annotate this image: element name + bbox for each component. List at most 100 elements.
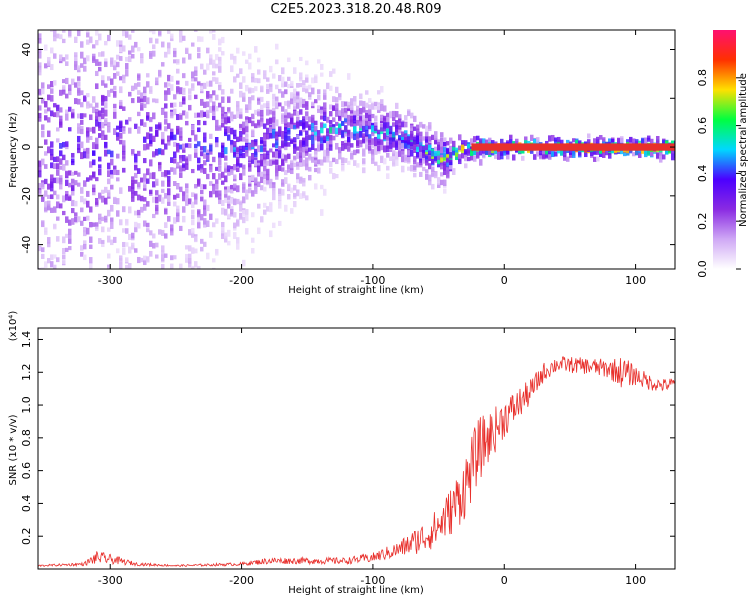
spectrogram-cell bbox=[38, 170, 42, 178]
spectrogram-cell bbox=[101, 239, 105, 244]
spectrogram-cell bbox=[77, 87, 81, 94]
spectrogram-cell bbox=[347, 141, 351, 146]
spectrogram-cell bbox=[320, 143, 324, 151]
spectrogram-cell bbox=[251, 142, 255, 148]
spectrogram-cell bbox=[68, 84, 72, 91]
spectrogram-cell bbox=[188, 143, 192, 149]
spectrogram-cell bbox=[413, 115, 417, 122]
spectrogram-cell bbox=[320, 72, 324, 77]
spectrogram-cell bbox=[425, 159, 429, 166]
spectrogram-cell bbox=[278, 188, 282, 195]
spectrogram-cell bbox=[287, 76, 291, 82]
spectrogram-cell bbox=[371, 125, 375, 133]
spectrogram-cell bbox=[137, 317, 141, 324]
spectrogram-cell bbox=[311, 114, 315, 120]
spectrogram-cell bbox=[263, 166, 267, 172]
spectrogram-cell bbox=[80, 152, 84, 160]
spectrogram-cell bbox=[428, 156, 432, 162]
spectrogram-cell bbox=[59, 54, 63, 62]
spectrogram-cell bbox=[107, 209, 111, 217]
spectrogram-cell bbox=[68, 196, 72, 201]
spectrogram-cell bbox=[305, 148, 309, 154]
spectrogram-cell bbox=[569, 152, 573, 158]
spectrogram-cell bbox=[227, 126, 231, 134]
spectrogram-cell bbox=[161, 62, 165, 67]
spectrogram-cell bbox=[641, 137, 645, 143]
spectrogram-cell bbox=[311, 117, 315, 124]
spectrogram-cell bbox=[167, 30, 171, 34]
spectrogram-cell bbox=[128, 127, 132, 134]
spectrogram-cell bbox=[173, 373, 177, 380]
spectrogram-cell bbox=[179, 136, 183, 141]
spectrogram-cell bbox=[104, 109, 108, 117]
spectrogram-cell bbox=[440, 161, 444, 166]
spectrogram-cell bbox=[557, 140, 561, 146]
spectrogram-cell bbox=[62, 89, 66, 95]
spectrogram-cell bbox=[125, 399, 129, 404]
spectrogram-cell bbox=[584, 151, 588, 158]
spectrogram-cell bbox=[278, 195, 282, 201]
spectrogram-cell bbox=[119, 99, 123, 106]
spectrogram-cell bbox=[227, 229, 231, 237]
spectrogram-cell bbox=[56, 177, 60, 184]
spectrogram-cell bbox=[107, 34, 111, 42]
spectrogram-cell bbox=[236, 237, 240, 244]
spectrogram-cell bbox=[386, 146, 390, 153]
spectrogram-cell bbox=[203, 82, 207, 89]
spectrogram-cell bbox=[143, 86, 147, 94]
spectrogram-cell bbox=[143, 103, 147, 108]
spectrogram-cell bbox=[77, 76, 81, 81]
spectrogram-cell bbox=[275, 133, 279, 141]
spectrogram-cell bbox=[218, 152, 222, 159]
spectrogram-cell bbox=[422, 153, 426, 158]
spectrogram-cell bbox=[281, 91, 285, 98]
spectrogram-cell bbox=[413, 126, 417, 131]
spectrogram-cell bbox=[185, 143, 189, 148]
spectrogram-cell bbox=[245, 107, 249, 113]
spectrogram-cell bbox=[269, 83, 273, 90]
spectrogram-cell bbox=[194, 112, 198, 118]
spectrogram-cell bbox=[341, 108, 345, 114]
spectrogram-cell bbox=[77, 127, 81, 134]
y-tick-label: 40 bbox=[20, 43, 33, 57]
spectrogram-cell bbox=[158, 148, 162, 155]
spectrogram-cell bbox=[47, 117, 51, 123]
spectrogram-cell bbox=[572, 151, 576, 158]
spectrogram-cell bbox=[155, 190, 159, 195]
spectrogram-cell bbox=[173, 158, 177, 164]
spectrogram-cell bbox=[308, 84, 312, 90]
spectrogram-cell bbox=[275, 173, 279, 180]
colorbar-tick-label: 0.8 bbox=[696, 69, 709, 87]
spectrogram-cell bbox=[95, 83, 99, 90]
spectrogram-cell bbox=[53, 156, 57, 163]
spectrogram-cell bbox=[296, 177, 300, 184]
spectrogram-cell bbox=[53, 254, 57, 259]
spectrogram-cell bbox=[443, 168, 447, 176]
spectrogram-cell bbox=[650, 152, 654, 157]
spectrogram-cell bbox=[233, 212, 237, 218]
spectrogram-cell bbox=[206, 91, 210, 98]
spectrogram-cell bbox=[245, 228, 249, 234]
spectrogram-cell bbox=[161, 229, 165, 236]
spectrogram-cell bbox=[287, 57, 291, 63]
spectrogram-cell bbox=[137, 128, 141, 134]
spectrogram-cell bbox=[332, 157, 336, 163]
spectrogram-cell bbox=[275, 59, 279, 65]
spectrogram-cell bbox=[104, 58, 108, 65]
spectrogram-cell bbox=[146, 81, 150, 88]
spectrogram-cell bbox=[299, 131, 303, 136]
spectrogram-cell bbox=[116, 177, 120, 182]
spectrogram-cell bbox=[41, 22, 45, 27]
spectrogram-cell bbox=[146, 222, 150, 228]
spectrogram-cell bbox=[179, 144, 183, 150]
spectrogram-cell bbox=[146, 228, 150, 233]
spectrogram-cell bbox=[71, 199, 75, 207]
spectrogram-cell bbox=[200, 82, 204, 88]
spectrogram-cell bbox=[56, 280, 60, 285]
spectrogram-cell bbox=[554, 137, 558, 142]
spectrogram-cell bbox=[257, 170, 261, 177]
spectrogram-cell bbox=[236, 220, 240, 227]
spectrogram-cell bbox=[62, 210, 66, 216]
spectrogram-cell bbox=[248, 182, 252, 187]
